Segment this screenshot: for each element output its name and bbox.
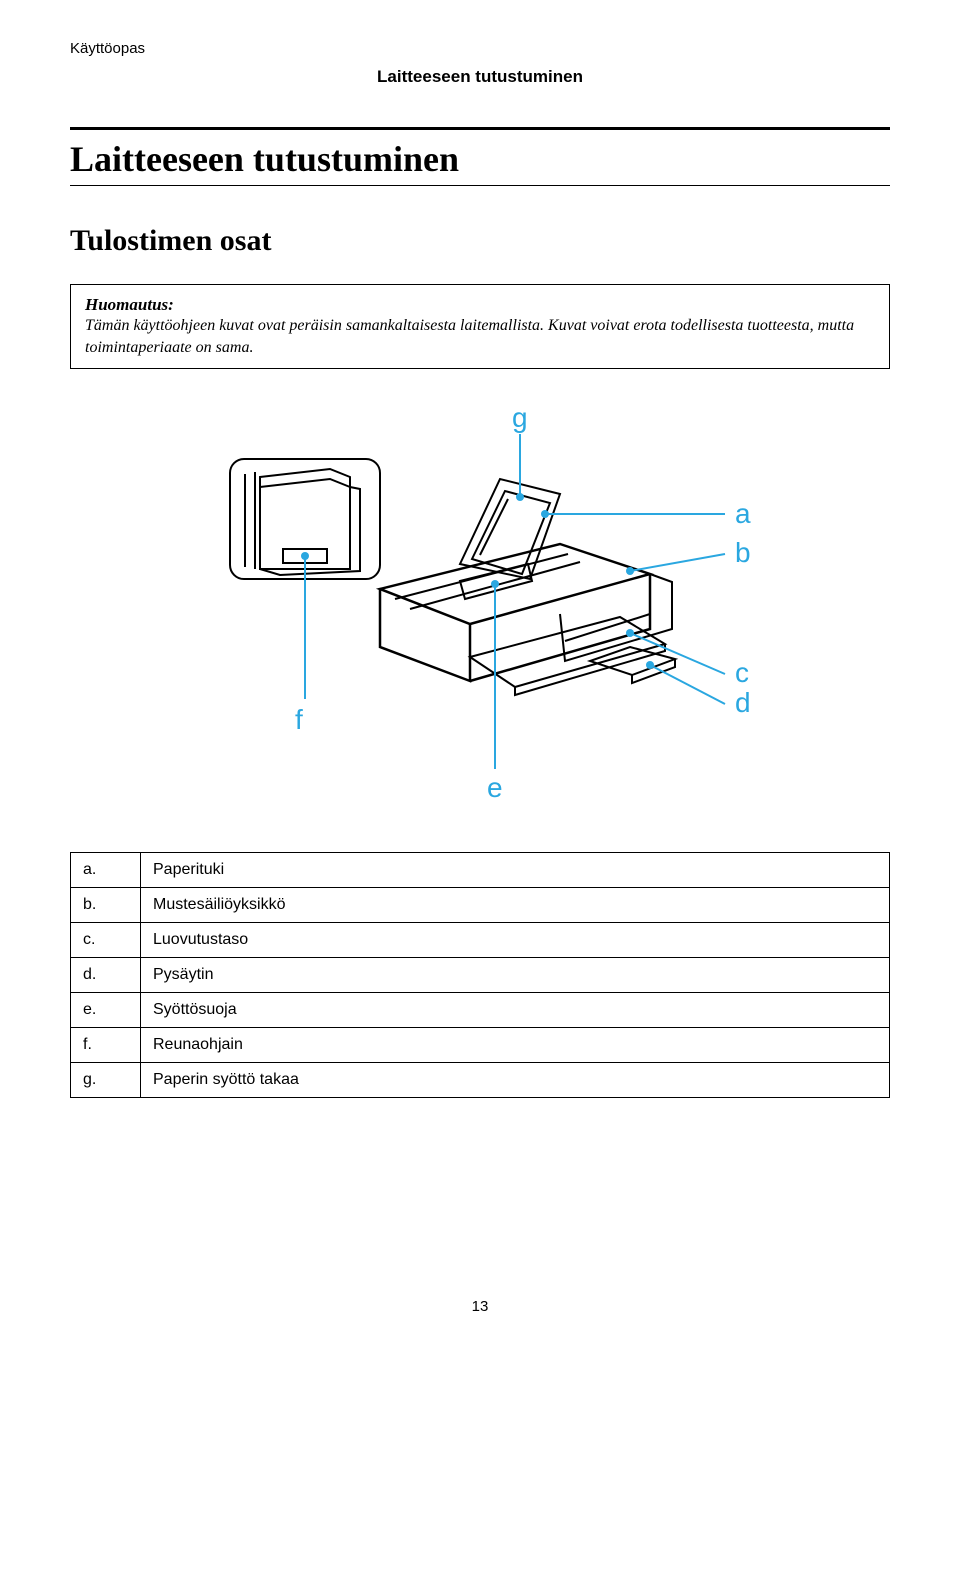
subsection-heading: Tulostimen osat xyxy=(70,224,890,258)
printer-svg: f xyxy=(160,399,800,819)
part-letter: a. xyxy=(71,853,141,888)
parts-table: a.Paperitukib.Mustesäiliöyksikköc.Luovut… xyxy=(70,852,890,1098)
part-name: Mustesäiliöyksikkö xyxy=(141,888,890,923)
part-name: Paperin syöttö takaa xyxy=(141,1063,890,1098)
table-row: a.Paperituki xyxy=(71,853,890,888)
note-body: Tämän käyttöohjeen kuvat ovat peräisin s… xyxy=(85,315,875,358)
part-name: Luovutustaso xyxy=(141,923,890,958)
part-letter: f. xyxy=(71,1028,141,1063)
label-d: d xyxy=(735,687,751,718)
label-f: f xyxy=(295,704,303,735)
title-rule-bottom xyxy=(70,185,890,186)
label-g: g xyxy=(512,402,528,433)
part-name: Syöttösuoja xyxy=(141,993,890,1028)
doc-header: Käyttöopas xyxy=(70,40,890,57)
part-letter: b. xyxy=(71,888,141,923)
table-row: e.Syöttösuoja xyxy=(71,993,890,1028)
page-number: 13 xyxy=(70,1298,890,1315)
printer-diagram: f xyxy=(70,399,890,824)
note-box: Huomautus: Tämän käyttöohjeen kuvat ovat… xyxy=(70,284,890,369)
part-letter: g. xyxy=(71,1063,141,1098)
label-b: b xyxy=(735,537,751,568)
note-title: Huomautus: xyxy=(85,295,875,315)
section-label: Laitteeseen tutustuminen xyxy=(70,67,890,87)
part-name: Pysäytin xyxy=(141,958,890,993)
table-row: b.Mustesäiliöyksikkö xyxy=(71,888,890,923)
printer-body xyxy=(380,479,675,695)
inset-edge-guide: f xyxy=(230,459,380,735)
part-name: Reunaohjain xyxy=(141,1028,890,1063)
title-block: Laitteeseen tutustuminen xyxy=(70,127,890,186)
part-letter: e. xyxy=(71,993,141,1028)
table-row: g.Paperin syöttö takaa xyxy=(71,1063,890,1098)
page-title: Laitteeseen tutustuminen xyxy=(70,138,890,180)
label-e: e xyxy=(487,772,503,803)
table-row: d.Pysäytin xyxy=(71,958,890,993)
label-c: c xyxy=(735,657,749,688)
part-letter: c. xyxy=(71,923,141,958)
part-letter: d. xyxy=(71,958,141,993)
part-name: Paperituki xyxy=(141,853,890,888)
label-a: a xyxy=(735,498,751,529)
title-rule-top xyxy=(70,127,890,130)
table-row: f.Reunaohjain xyxy=(71,1028,890,1063)
table-row: c.Luovutustaso xyxy=(71,923,890,958)
